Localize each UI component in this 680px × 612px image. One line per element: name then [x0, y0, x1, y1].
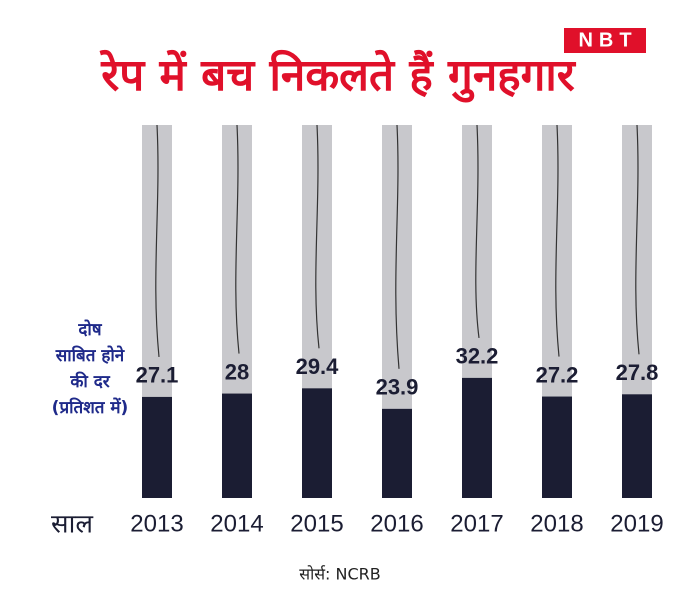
bar [302, 388, 332, 498]
x-tick-label: 2016 [370, 510, 423, 537]
string [475, 124, 480, 338]
string [395, 124, 400, 369]
x-axis-label: साल [51, 510, 93, 540]
x-tick-label: 2013 [130, 510, 183, 537]
y-axis-label: (प्रतिशत में) [52, 397, 129, 418]
y-axis-label: की दर [69, 371, 110, 392]
bar [622, 394, 652, 498]
x-tick-label: 2018 [530, 510, 583, 537]
value-label: 32.2 [456, 344, 499, 369]
value-label: 27.1 [136, 363, 179, 388]
string [555, 124, 560, 357]
chart-title: रेप में बच निकलते हैं गुनहगार [99, 49, 577, 103]
value-label: 23.9 [376, 375, 419, 400]
bar [222, 393, 252, 498]
x-tick-label: 2017 [450, 510, 503, 537]
bar [462, 377, 492, 498]
x-tick-label: 2015 [290, 510, 343, 537]
source: सोर्स: NCRB [299, 565, 381, 584]
x-tick-label: 2019 [610, 510, 663, 537]
bar [382, 408, 412, 498]
y-axis-label: दोष [77, 319, 102, 340]
x-tick-label: 2014 [210, 510, 263, 537]
bar [542, 396, 572, 498]
value-label: 27.2 [536, 362, 579, 387]
value-label: 27.8 [616, 360, 659, 385]
string [155, 124, 160, 357]
string [235, 124, 240, 354]
logo: NBT [578, 29, 637, 51]
string [315, 124, 320, 349]
bar [142, 396, 172, 498]
logo-box [564, 28, 646, 53]
string [635, 124, 640, 355]
y-axis-label: साबित होने [55, 345, 125, 366]
value-label: 29.4 [296, 354, 340, 379]
value-label: 28 [225, 359, 249, 384]
